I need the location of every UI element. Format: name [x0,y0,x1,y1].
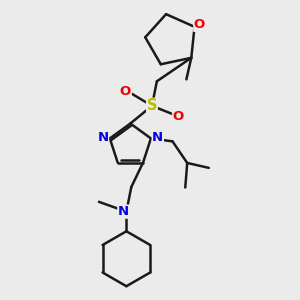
Text: O: O [194,18,205,32]
Text: N: N [152,131,163,144]
Text: O: O [173,110,184,123]
Text: S: S [147,98,157,113]
Text: O: O [120,85,131,98]
Text: N: N [118,205,129,218]
Text: N: N [98,131,109,144]
